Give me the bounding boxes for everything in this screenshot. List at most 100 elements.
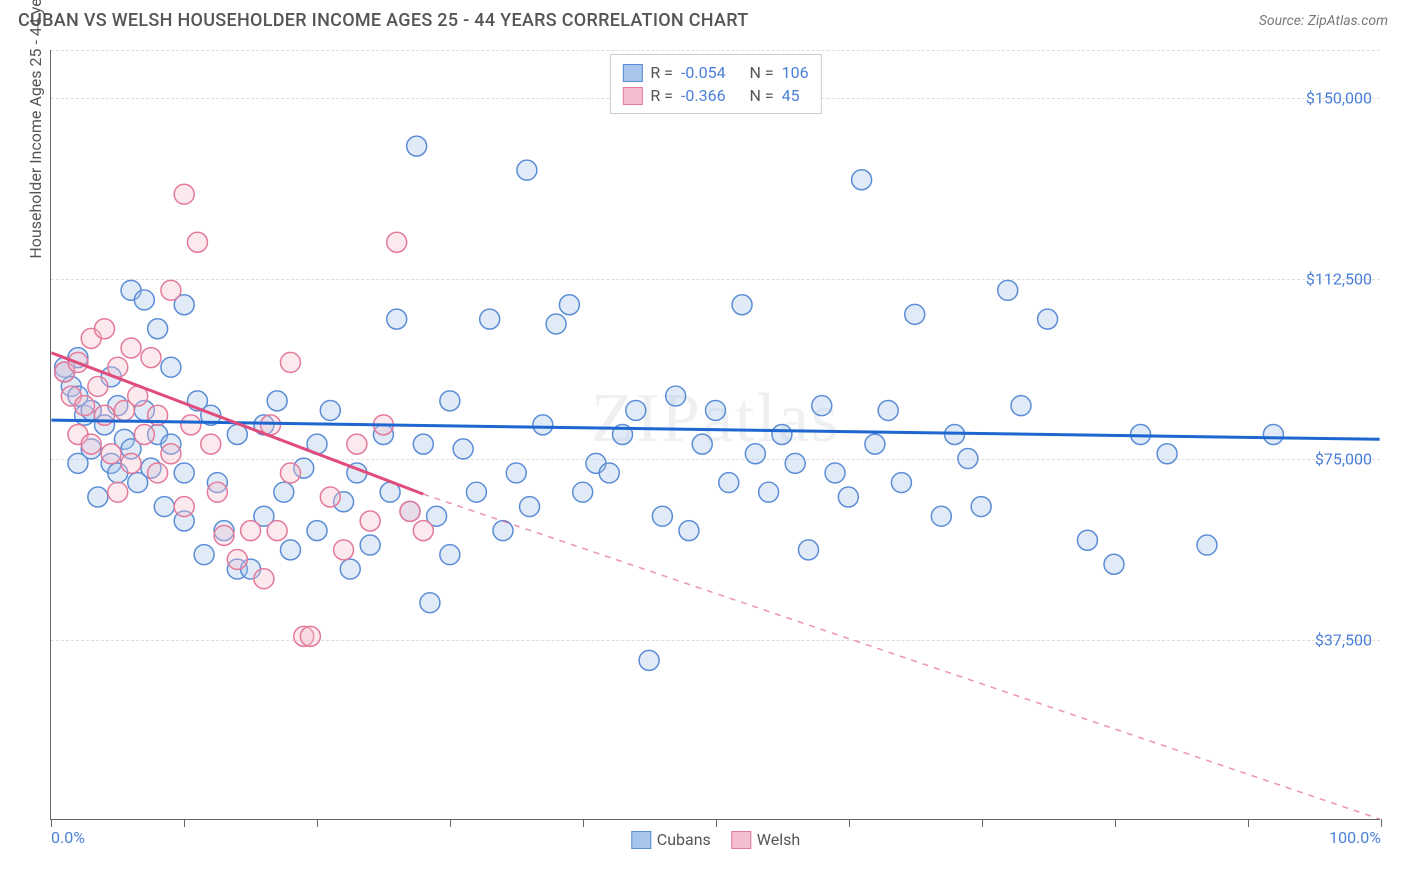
data-point bbox=[241, 521, 261, 541]
data-point bbox=[88, 487, 108, 507]
data-point bbox=[852, 170, 872, 190]
data-point bbox=[825, 463, 845, 483]
data-point bbox=[420, 593, 440, 613]
scatter-svg bbox=[51, 50, 1380, 819]
data-point bbox=[639, 650, 659, 670]
data-point bbox=[413, 521, 433, 541]
source-label: Source: ZipAtlas.com bbox=[1259, 13, 1388, 29]
r-value: -0.054 bbox=[681, 63, 726, 82]
legend-swatch bbox=[731, 831, 751, 849]
y-axis-label: Householder Income Ages 25 - 44 years bbox=[26, 0, 45, 259]
data-point bbox=[307, 521, 327, 541]
data-point bbox=[194, 545, 214, 565]
data-point bbox=[1157, 444, 1177, 464]
data-point bbox=[95, 319, 115, 339]
data-point bbox=[400, 501, 420, 521]
data-point bbox=[340, 559, 360, 579]
x-tick-label: 100.0% bbox=[1329, 828, 1381, 847]
data-point bbox=[719, 473, 739, 493]
data-point bbox=[181, 415, 201, 435]
data-point bbox=[692, 434, 712, 454]
n-label: N = bbox=[750, 86, 774, 105]
data-point bbox=[533, 415, 553, 435]
data-point bbox=[280, 352, 300, 372]
n-value: 106 bbox=[782, 63, 809, 82]
x-tick bbox=[716, 819, 717, 827]
data-point bbox=[81, 434, 101, 454]
data-point bbox=[320, 487, 340, 507]
data-point bbox=[148, 463, 168, 483]
data-point bbox=[134, 425, 154, 445]
x-tick bbox=[450, 819, 451, 827]
data-point bbox=[1263, 425, 1283, 445]
r-value: -0.366 bbox=[681, 86, 726, 105]
data-point bbox=[626, 400, 646, 420]
data-point bbox=[274, 482, 294, 502]
data-point bbox=[1038, 309, 1058, 329]
x-tick bbox=[51, 819, 52, 827]
trend-line-extrapolated bbox=[423, 494, 1379, 819]
legend-label: Cubans bbox=[657, 830, 711, 849]
data-point bbox=[387, 232, 407, 252]
data-point bbox=[520, 497, 540, 517]
data-point bbox=[506, 463, 526, 483]
data-point bbox=[174, 463, 194, 483]
series-legend: Cubans Welsh bbox=[631, 830, 800, 849]
data-point bbox=[1197, 535, 1217, 555]
data-point bbox=[745, 444, 765, 464]
data-point bbox=[413, 434, 433, 454]
data-point bbox=[141, 348, 161, 368]
data-point bbox=[559, 295, 579, 315]
data-point bbox=[134, 290, 154, 310]
data-point bbox=[679, 521, 699, 541]
data-point bbox=[865, 434, 885, 454]
x-tick bbox=[849, 819, 850, 827]
data-point bbox=[280, 463, 300, 483]
data-point bbox=[227, 549, 247, 569]
data-point bbox=[931, 506, 951, 526]
data-point bbox=[546, 314, 566, 334]
data-point bbox=[440, 545, 460, 565]
r-label: R = bbox=[650, 86, 673, 105]
n-label: N = bbox=[750, 63, 774, 82]
data-point bbox=[878, 400, 898, 420]
data-point bbox=[706, 400, 726, 420]
data-point bbox=[320, 400, 340, 420]
data-point bbox=[891, 473, 911, 493]
chart-title: CUBAN VS WELSH HOUSEHOLDER INCOME AGES 2… bbox=[18, 10, 749, 31]
x-tick bbox=[1248, 819, 1249, 827]
legend-row: R =-0.366 N = 45 bbox=[622, 84, 808, 107]
data-point bbox=[108, 482, 128, 502]
data-point bbox=[759, 482, 779, 502]
data-point bbox=[407, 136, 427, 156]
data-point bbox=[517, 160, 537, 180]
data-point bbox=[121, 338, 141, 358]
data-point bbox=[453, 439, 473, 459]
correlation-legend: R =-0.054 N = 106R =-0.366 N = 45 bbox=[609, 54, 821, 114]
data-point bbox=[201, 434, 221, 454]
data-point bbox=[88, 376, 108, 396]
data-point bbox=[732, 295, 752, 315]
data-point bbox=[161, 280, 181, 300]
data-point bbox=[998, 280, 1018, 300]
data-point bbox=[334, 540, 354, 560]
data-point bbox=[161, 444, 181, 464]
x-tick bbox=[184, 819, 185, 827]
x-tick bbox=[317, 819, 318, 827]
legend-swatch bbox=[631, 831, 651, 849]
data-point bbox=[812, 396, 832, 416]
legend-item: Cubans bbox=[631, 830, 711, 849]
data-point bbox=[267, 391, 287, 411]
data-point bbox=[148, 319, 168, 339]
data-point bbox=[214, 525, 234, 545]
x-tick-label: 0.0% bbox=[51, 828, 85, 847]
data-point bbox=[666, 386, 686, 406]
header: CUBAN VS WELSH HOUSEHOLDER INCOME AGES 2… bbox=[0, 0, 1406, 37]
data-point bbox=[466, 482, 486, 502]
data-point bbox=[652, 506, 672, 526]
chart-plot-area: ZIPatlas $37,500$75,000$112,500$150,0000… bbox=[50, 50, 1380, 820]
data-point bbox=[254, 569, 274, 589]
legend-label: Welsh bbox=[757, 830, 800, 849]
data-point bbox=[958, 449, 978, 469]
data-point bbox=[599, 463, 619, 483]
